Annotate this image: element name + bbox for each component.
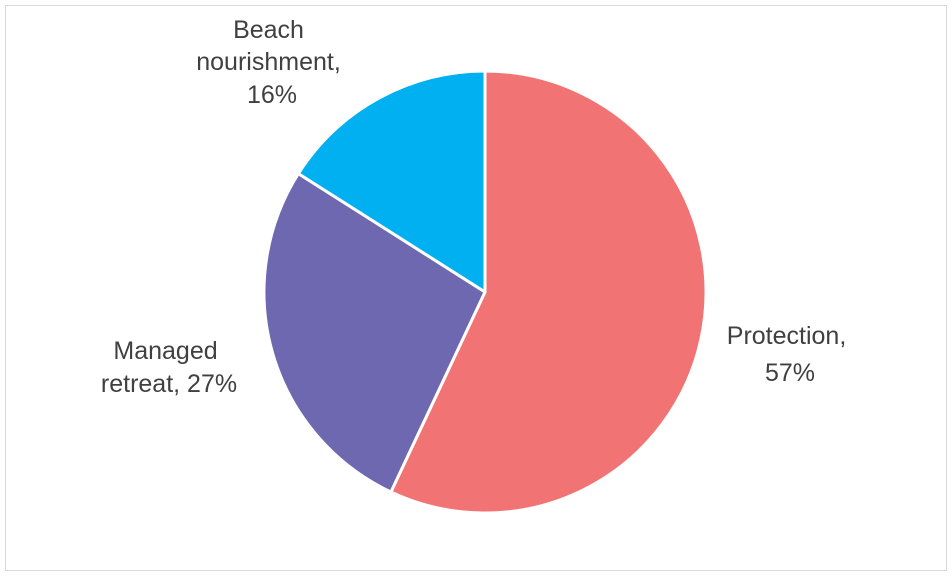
slice-label-beach-nourishment-line-3: 16%: [247, 81, 297, 109]
pie-labels: Protection, 57% Managed retreat, 27% Bea…: [101, 16, 853, 398]
pie-slices: [262, 69, 708, 515]
pie-slice-managed-retreat: [262, 172, 487, 494]
slice-label-protection-line-2: 57%: [765, 359, 815, 387]
slice-label-managed-retreat-line-2: retreat, 27%: [101, 370, 237, 398]
pie-slice-protection: [389, 69, 708, 515]
slice-label-protection: Protection, 57%: [727, 322, 853, 387]
slice-label-beach-nourishment: Beach nourishment, 16%: [196, 16, 347, 109]
slice-label-protection-line-1: Protection,: [727, 322, 847, 350]
slice-label-managed-retreat-line-1: Managed: [113, 337, 217, 365]
slice-label-beach-nourishment-line-1: Beach: [233, 16, 304, 44]
slice-label-beach-nourishment-line-2: nourishment,: [196, 48, 341, 76]
pie-slice-beach-nourishment: [296, 69, 487, 294]
slice-label-managed-retreat: Managed retreat, 27%: [101, 337, 237, 398]
